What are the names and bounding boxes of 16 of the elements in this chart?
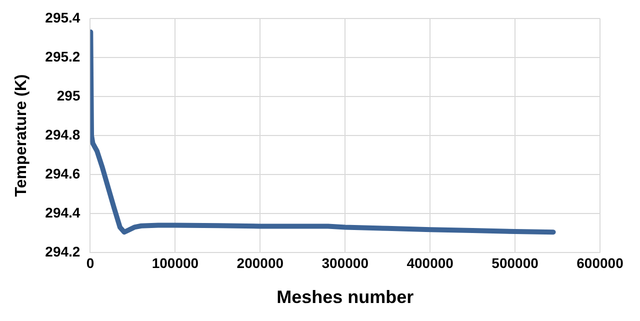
y-tick-label: 294.8 bbox=[45, 126, 80, 142]
x-axis-title: Meshes number bbox=[276, 287, 414, 308]
x-tick-label: 500000 bbox=[492, 254, 539, 271]
x-tick-label: 400000 bbox=[406, 254, 454, 271]
y-tick-label: 294.4 bbox=[45, 204, 80, 220]
y-axis-title: Temperature (K) bbox=[13, 74, 30, 197]
x-tick-label: 600000 bbox=[576, 254, 624, 271]
x-tick-label: 100000 bbox=[152, 254, 199, 271]
y-tick-label: 295.2 bbox=[45, 48, 80, 64]
y-tick-label: 295.4 bbox=[45, 9, 80, 26]
x-tick-label: 300000 bbox=[322, 254, 369, 271]
x-tick-label: 0 bbox=[86, 254, 94, 271]
x-tick-label: 200000 bbox=[236, 254, 284, 271]
y-tick-label: 295 bbox=[56, 87, 80, 104]
y-tick-label: 294.2 bbox=[45, 243, 80, 260]
y-tick-label: 294.6 bbox=[45, 165, 80, 182]
